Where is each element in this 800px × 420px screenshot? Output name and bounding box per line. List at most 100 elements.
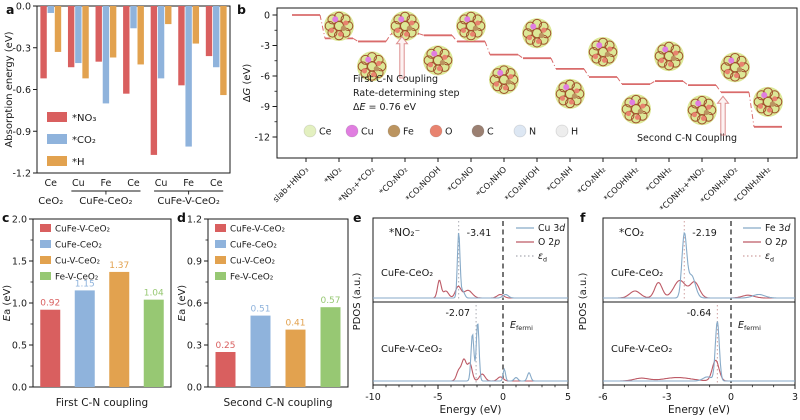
cluster-fe-atom: [670, 55, 677, 62]
bar-*H-2: [109, 6, 117, 58]
atom-C: [471, 124, 485, 138]
cluster-o-atom: [427, 62, 434, 68]
cluster-o-atom: [574, 88, 580, 94]
group-label: CuFe-CeO₂: [79, 196, 132, 207]
cluster-web: [393, 27, 404, 38]
x-axis-title: Energy (eV): [668, 404, 730, 416]
cluster-base: [456, 11, 486, 41]
step-connector: [517, 54, 524, 59]
cluster-o-atom: [526, 35, 533, 41]
cluster-cu-atom: [497, 69, 504, 76]
cluster-fe-atom: [703, 109, 710, 116]
d-band-curve: [603, 231, 795, 299]
bar-*NO₃-6: [205, 6, 213, 57]
legend-label: O 2p: [765, 237, 787, 248]
coupling-arrow: [716, 95, 730, 136]
cluster-o-atom: [535, 38, 542, 45]
d-band-curve: [603, 321, 795, 382]
x-tick-label: Ce: [45, 178, 58, 189]
fermi-label: Efermi: [510, 320, 533, 332]
y-tick-label: -0.9: [12, 127, 31, 138]
bar-CuFe-V-CeO₂: [40, 309, 61, 387]
cluster-o-atom: [559, 95, 566, 101]
step-connector: [550, 57, 557, 70]
chart-e-pdos-no2: PDOS (a.u.) -10 -5 0 5 Energy (eV) Efermi -3.41…: [352, 217, 571, 416]
molecule-cluster: [456, 11, 486, 41]
y-tick-label: 0.6: [187, 299, 202, 310]
annotation: Second C-N Coupling: [637, 133, 737, 144]
legend-swatch: [47, 156, 67, 166]
bar-*CO₂-4: [157, 6, 165, 79]
y-tick-label: 0.0: [16, 2, 31, 13]
cluster-base: [621, 94, 651, 125]
bar-CuFe-CeO₂: [250, 315, 271, 387]
cluster-o-atom: [691, 112, 698, 118]
x-tick-label: Fe: [183, 178, 194, 189]
legend-swatch: [47, 134, 67, 144]
cluster-base: [588, 37, 618, 68]
bar-Fe-V-CeO₂: [320, 307, 341, 387]
group-label: CuFe-V-CeO₂: [157, 196, 220, 207]
panel-label-a: a: [6, 2, 15, 17]
cluster-cu-atom: [332, 16, 339, 23]
y-tick-label: 1.5: [12, 257, 27, 268]
step-connector: [583, 68, 590, 78]
legend-swatch: [40, 256, 51, 264]
cluster-fe-atom: [769, 101, 776, 107]
legend-swatch: [40, 272, 51, 280]
bar-*H-4: [165, 6, 172, 25]
cluster-o-atom: [673, 50, 679, 56]
ed-value: -0.64: [687, 308, 712, 319]
step-connector: [418, 33, 425, 36]
cluster-o-atom: [436, 66, 443, 72]
cluster-web: [426, 61, 437, 72]
cluster-cu-atom: [629, 99, 636, 106]
step-label: *CO₂NOOH: [403, 164, 442, 203]
legend-label: Fe-V-CeO₂: [55, 273, 98, 283]
cluster-o-atom: [739, 61, 745, 67]
step-label: *CO₂NO₂: [377, 164, 409, 196]
cluster-o-atom: [343, 20, 349, 26]
cluster-fe-atom: [373, 65, 380, 72]
bar-*CO₂-2: [102, 6, 110, 104]
plot-border-bottom: [372, 301, 569, 386]
bar-*NO₃-1: [67, 6, 75, 68]
plot-border: [36, 5, 231, 174]
bar-*CO₂-1: [75, 6, 82, 64]
cluster-cu-atom: [464, 16, 471, 23]
bar-value-label: 0.92: [40, 299, 60, 309]
cluster-fe-atom: [472, 25, 479, 31]
bar-value-label: 0.57: [320, 296, 340, 306]
cluster-o-atom: [700, 115, 707, 121]
step-label: *CO₂NH₂: [575, 164, 607, 196]
cluster-fe-atom: [406, 25, 413, 31]
cluster-cu-atom: [596, 42, 603, 49]
cluster-base: [720, 52, 750, 83]
cluster-fe-atom: [340, 25, 347, 31]
cluster-o-atom: [475, 20, 481, 26]
cluster-o-atom: [370, 72, 377, 78]
adsorbate-label: *NO₂⁻: [389, 227, 420, 239]
atom-label: N: [529, 127, 536, 138]
molecule-cluster: [621, 94, 651, 125]
bar-*H-1: [82, 6, 89, 79]
step-label: *CO₂NO: [445, 164, 475, 194]
cluster-o-atom: [592, 53, 599, 60]
cluster-fe-atom: [439, 59, 446, 66]
cluster-o-atom: [724, 69, 731, 75]
legend-label: Fe-V-CeO₂: [230, 273, 273, 283]
bar-*NO₃-2: [95, 6, 102, 62]
legend-swatch: [215, 240, 226, 248]
cluster-cu-atom: [365, 56, 372, 63]
cluster-o-atom: [667, 61, 674, 67]
x-tick-label: 0: [728, 392, 734, 403]
y-tick-label: 1.2: [187, 215, 202, 226]
molecule-cluster: [357, 51, 387, 82]
atom-H: [555, 124, 569, 138]
bar-Cu-V-CeO₂: [285, 329, 306, 387]
y-tick-label: 0.3: [187, 341, 202, 352]
molecule-cluster: [654, 41, 684, 72]
bar-*NO₃-4: [150, 6, 158, 155]
step-label: *CONH₂: [644, 164, 674, 194]
step-connector: [484, 41, 491, 55]
